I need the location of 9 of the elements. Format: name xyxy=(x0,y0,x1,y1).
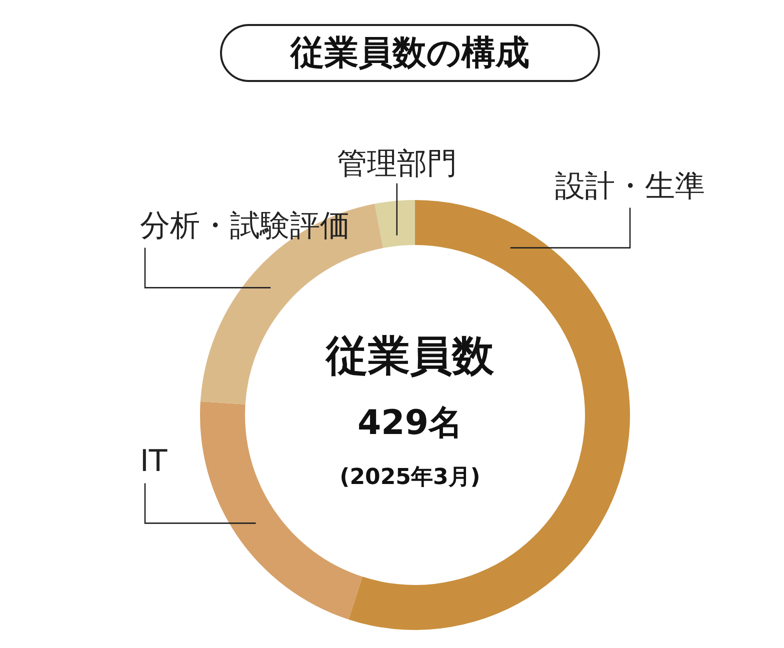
text: 429名 xyxy=(356,402,464,445)
slice-label: 設計・生準 xyxy=(555,168,705,204)
slice-label: IT xyxy=(140,444,168,480)
slice-label: 管理部門 xyxy=(336,146,457,182)
slice-label: 分析・試験評価 xyxy=(140,208,350,244)
text: 従業員数 xyxy=(324,330,495,382)
text: (2025年3月) xyxy=(338,464,482,492)
chart-title: 従業員数の構成 xyxy=(220,24,600,82)
donut-slice xyxy=(374,200,415,248)
